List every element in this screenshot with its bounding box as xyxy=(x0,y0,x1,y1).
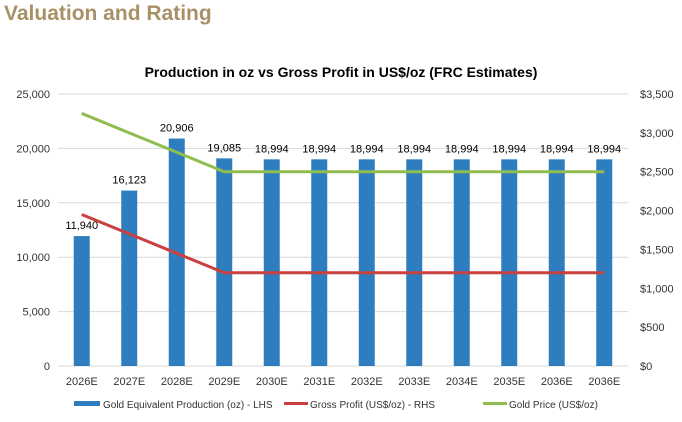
y-right-tick: $2,000 xyxy=(640,206,674,218)
data-label: 18,994 xyxy=(397,143,431,155)
y-right-tick: $1,000 xyxy=(640,283,674,295)
y-right-tick: $0 xyxy=(640,361,652,373)
bar xyxy=(453,159,470,366)
legend-swatch xyxy=(74,401,100,406)
y-right-tick: $3,500 xyxy=(640,89,674,101)
y-left-tick: 25,000 xyxy=(16,89,50,101)
data-label: 16,123 xyxy=(112,175,146,187)
x-tick: 2036E xyxy=(541,376,573,388)
x-tick: 2034E xyxy=(446,376,478,388)
bar xyxy=(73,236,90,366)
data-label: 18,994 xyxy=(302,143,336,155)
bar xyxy=(263,159,280,366)
bar xyxy=(216,158,233,366)
y-left-tick: 15,000 xyxy=(16,198,50,210)
series-line xyxy=(81,213,605,275)
section-title: Valuation and Rating xyxy=(4,2,212,25)
y-left-tick: 0 xyxy=(44,361,50,373)
data-label: 18,994 xyxy=(587,143,621,155)
data-label: 18,994 xyxy=(540,143,574,155)
data-label: 18,994 xyxy=(445,143,479,155)
y-left-tick: 20,000 xyxy=(16,143,50,155)
y-right-tick: $2,500 xyxy=(640,167,674,179)
legend-label: Gold Equivalent Production (oz) - LHS xyxy=(103,400,273,411)
legend-label: Gold Price (US$/oz) xyxy=(509,400,598,411)
y-right-tick: $1,500 xyxy=(640,244,674,256)
y-right-tick: $500 xyxy=(640,322,664,334)
x-tick: 2029E xyxy=(208,376,240,388)
bar xyxy=(596,159,613,366)
data-label: 11,940 xyxy=(65,220,98,232)
legend-label: Gross Profit (US$/oz) - RHS xyxy=(310,400,435,411)
data-label: 18,994 xyxy=(492,143,526,155)
y-left-tick: 5,000 xyxy=(22,307,50,319)
x-tick: 2027E xyxy=(113,376,145,388)
x-tick: 2033E xyxy=(398,376,430,388)
bar xyxy=(406,159,423,366)
data-label: 18,994 xyxy=(255,143,289,155)
data-label: 20,906 xyxy=(160,123,194,135)
x-tick: 2031E xyxy=(303,376,335,388)
y-right-tick: $3,000 xyxy=(640,128,674,140)
bar xyxy=(501,159,518,366)
x-tick: 2032E xyxy=(351,376,383,388)
x-tick: 2026E xyxy=(66,376,98,388)
bar xyxy=(121,190,138,366)
data-label: 19,085 xyxy=(207,142,241,154)
x-tick: 2036E xyxy=(588,376,620,388)
bar xyxy=(548,159,565,366)
series-line xyxy=(81,112,605,174)
y-left-tick: 10,000 xyxy=(16,252,50,264)
x-tick: 2030E xyxy=(256,376,288,388)
bar xyxy=(358,159,375,366)
bar xyxy=(311,159,328,366)
x-tick: 2035E xyxy=(493,376,525,388)
data-label: 18,994 xyxy=(350,143,384,155)
chart-title: Production in oz vs Gross Profit in US$/… xyxy=(145,64,538,80)
x-tick: 2028E xyxy=(161,376,193,388)
